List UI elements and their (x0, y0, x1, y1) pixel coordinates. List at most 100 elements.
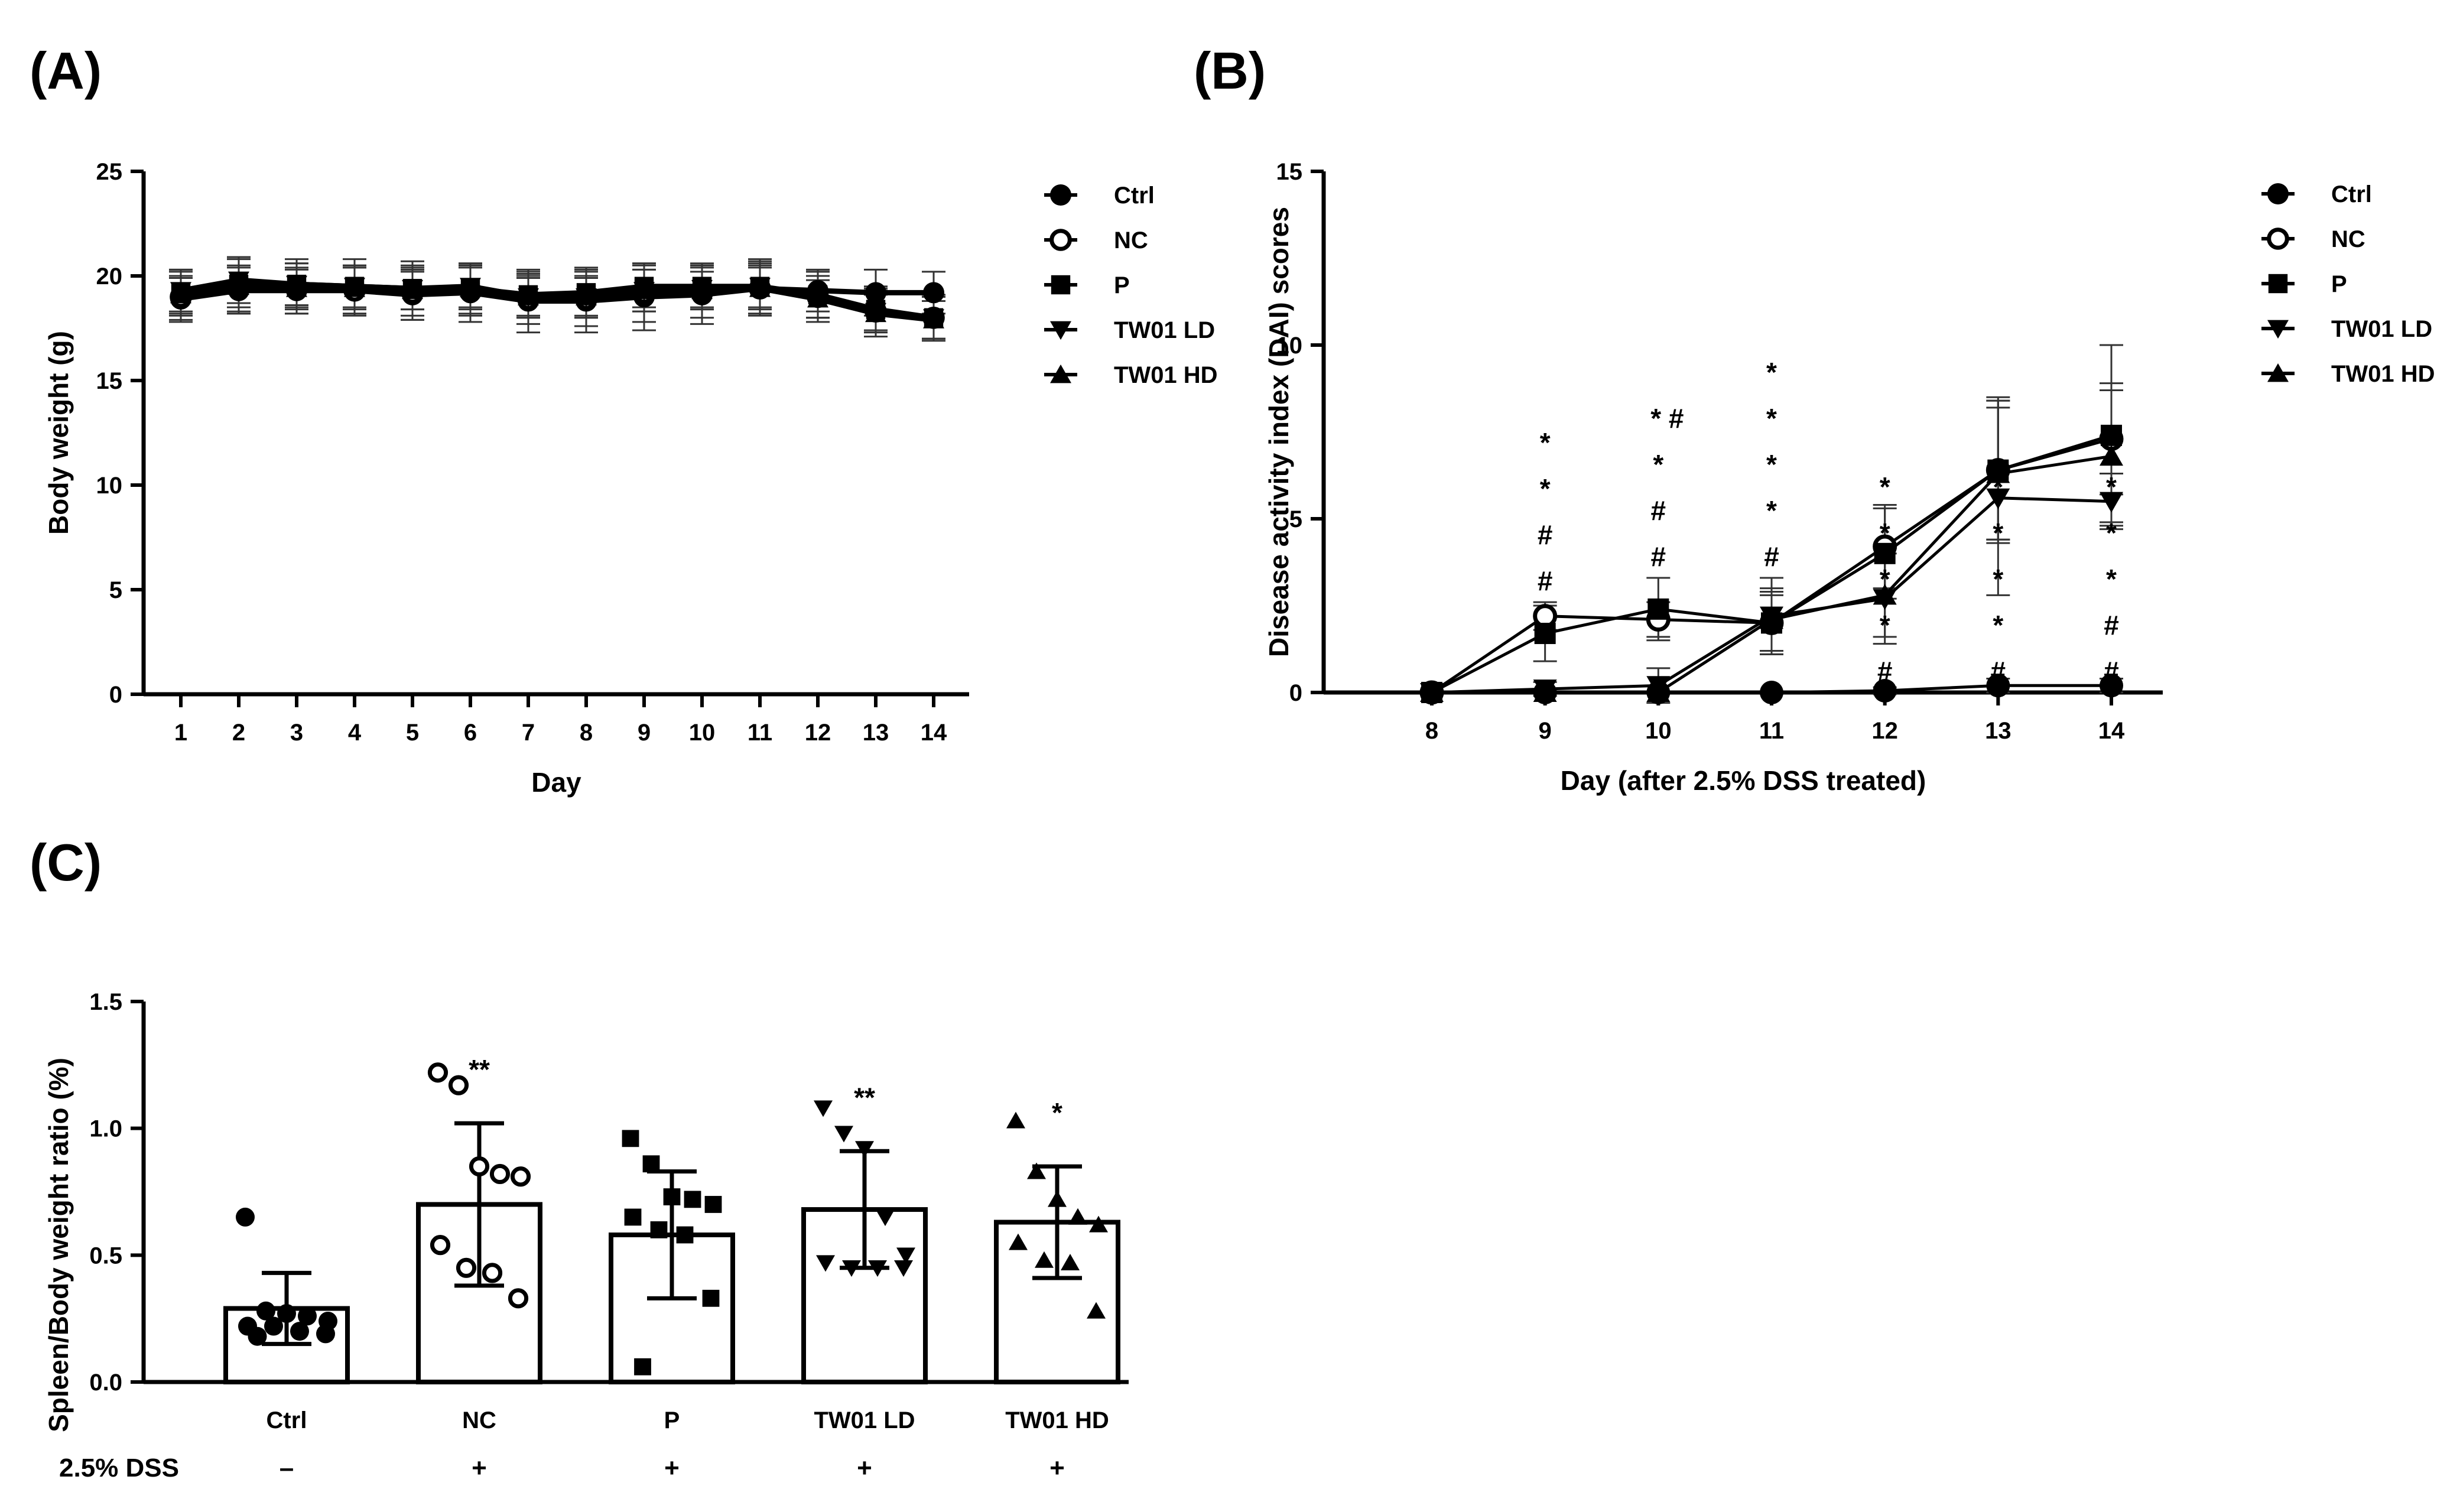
significance-annotation: * (1880, 610, 1890, 640)
point-ctrl (1873, 679, 1897, 703)
significance-annotation: * (2106, 472, 2117, 502)
significance-annotation: * (1540, 427, 1551, 458)
significance-annotation: * (2106, 518, 2117, 548)
point-tw01-hd (286, 278, 307, 297)
significance-annotation: * (1880, 472, 1890, 502)
data-point-nc (510, 1166, 531, 1187)
data-point-ctrl (236, 1207, 255, 1227)
legend-label-nc: NC (2331, 226, 2365, 252)
x-tick-label: NC (462, 1407, 496, 1433)
significance-annotation: * (1993, 518, 2003, 548)
data-point-tw01-hd (1089, 1215, 1108, 1233)
x-axis-title: Day (531, 767, 581, 798)
y-tick-label: 1.0 (89, 1116, 122, 1142)
legend-marker-tw01-ld (1050, 321, 1071, 340)
significance-annotation: * (1766, 357, 1777, 388)
significance-annotation: # (1538, 519, 1553, 550)
data-point-ctrl (277, 1304, 296, 1324)
significance-annotation: # (1651, 541, 1666, 572)
data-point-p (702, 1289, 720, 1307)
legend-marker-ctrl (1050, 184, 1071, 206)
x-tick-label: 13 (1985, 718, 2011, 744)
legend-label-nc: NC (1114, 227, 1148, 253)
data-point-tw01-ld (842, 1260, 861, 1277)
x-tick-label: 2 (232, 720, 245, 746)
significance-annotation: * # (1650, 403, 1684, 434)
data-point-nc (489, 1163, 511, 1185)
point-tw01-hd (1873, 584, 1897, 605)
x-tick-label: Ctrl (267, 1407, 307, 1433)
data-point-tw01-ld (876, 1209, 895, 1227)
point-ctrl (1760, 681, 1783, 704)
point-p (1534, 623, 1556, 645)
data-point-nc (456, 1257, 477, 1278)
x-tick-label: 1 (174, 720, 187, 746)
significance-annotation: * (1880, 564, 1890, 594)
x-tick-label: TW01 LD (814, 1407, 915, 1433)
legend-marker-p (1051, 275, 1071, 295)
data-point-tw01-ld (816, 1255, 835, 1272)
legend-marker-tw01-hd (2267, 363, 2289, 382)
x-tick-label: 6 (464, 720, 477, 746)
point-p (1874, 542, 1896, 564)
data-point-tw01-ld (834, 1126, 853, 1143)
legend-label-tw01-ld: TW01 LD (2331, 316, 2432, 342)
data-point-nc (482, 1263, 503, 1283)
data-point-ctrl (248, 1326, 267, 1346)
y-tick-label: 15 (96, 368, 123, 394)
point-ctrl (923, 282, 944, 304)
y-tick-label: 10 (96, 473, 123, 499)
dss-indicator-tw01-ld: + (857, 1454, 872, 1482)
legend-marker-nc (1049, 229, 1072, 251)
data-point-p (624, 1208, 642, 1226)
significance-annotation: # (2104, 610, 2119, 640)
point-tw01-hd (576, 287, 597, 305)
data-point-nc (430, 1235, 451, 1256)
legend-label-tw01-ld: TW01 LD (1114, 317, 1215, 343)
legend-label-p: P (1114, 272, 1130, 298)
x-tick-label: 7 (522, 720, 535, 746)
point-tw01-hd (807, 288, 828, 308)
point-tw01-ld (2100, 492, 2123, 513)
dss-indicator-p: + (664, 1454, 680, 1482)
data-point-ctrl (264, 1316, 283, 1336)
x-tick-label: 14 (2098, 718, 2125, 744)
x-tick-label: 4 (348, 720, 362, 746)
legend-marker-tw01-ld (2267, 320, 2289, 339)
series-line-tw01-hd (1432, 454, 2112, 694)
data-point-tw01-ld (814, 1100, 833, 1117)
data-point-tw01-ld (868, 1260, 887, 1277)
legend-label-p: P (2331, 271, 2347, 297)
data-point-p (650, 1221, 668, 1238)
x-tick-label: 14 (921, 720, 947, 746)
x-tick-label: 11 (1759, 718, 1784, 744)
y-tick-label: 1.5 (89, 989, 122, 1015)
data-point-ctrl (256, 1301, 275, 1321)
x-tick-label: 9 (638, 720, 651, 746)
y-tick-label: 0.5 (89, 1243, 122, 1269)
significance-annotation: # (1991, 656, 2006, 687)
point-ctrl (1986, 674, 2010, 698)
point-tw01-hd (460, 278, 481, 297)
y-axis-title: Disease activity index (DAI) scores (1263, 207, 1294, 657)
point-tw01-hd (691, 280, 713, 300)
x-tick-label: 10 (689, 720, 716, 746)
data-point-tw01-hd (1087, 1302, 1106, 1319)
x-tick-label: 3 (290, 720, 303, 746)
data-point-tw01-ld (894, 1260, 913, 1277)
significance-annotation: * (1993, 564, 2003, 594)
significance-tw01-hd: * (1052, 1097, 1062, 1128)
point-tw01-hd (1986, 462, 2010, 483)
data-point-nc (448, 1075, 469, 1095)
point-p (1647, 598, 1669, 620)
point-ctrl (865, 282, 886, 304)
dss-indicator-ctrl: – (280, 1454, 294, 1482)
significance-tw01-ld: ** (854, 1082, 875, 1113)
data-point-tw01-hd (1027, 1162, 1046, 1179)
x-tick-label: 8 (580, 720, 593, 746)
point-tw01-hd (1646, 681, 1671, 702)
point-tw01-hd (633, 280, 655, 300)
data-point-tw01-hd (1068, 1208, 1087, 1225)
